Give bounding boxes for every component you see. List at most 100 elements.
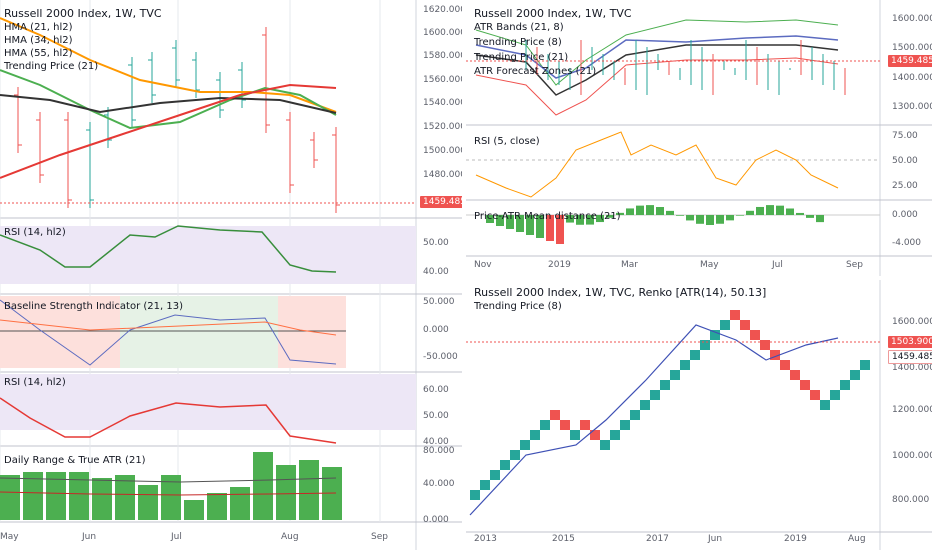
left-legend-hma34[interactable]: HMA (34, hl2) <box>4 35 73 46</box>
range-bar <box>138 485 158 520</box>
left-rsi1-ytick: 50.00 <box>423 238 449 248</box>
rb-ytick: 1400.000 <box>892 363 932 373</box>
left-last-price-tag: 1459.485 <box>420 196 462 208</box>
renko-brick <box>480 480 490 490</box>
range-bar <box>161 475 181 520</box>
rt-rsi-title[interactable]: RSI (5, close) <box>474 136 540 147</box>
left-baseline-ytick: 0.000 <box>423 325 449 335</box>
right-top-chart[interactable]: Russell 2000 Index, 1W, TVC ATR Bands (2… <box>466 0 932 276</box>
renko-brick <box>820 400 830 410</box>
atr-mean-bar <box>796 212 804 215</box>
left-xtick: Jun <box>82 532 97 542</box>
rt-legend-trending21[interactable]: Trending Price (21) <box>474 52 569 63</box>
range-bar <box>69 472 89 520</box>
rb-legend-trending8[interactable]: Trending Price (8) <box>474 301 562 312</box>
rt-ytick: 1600.000 <box>892 14 932 24</box>
left-rsi1-title[interactable]: RSI (14, hl2) <box>4 227 66 238</box>
rb-xtick: 2019 <box>784 534 807 544</box>
range-bar <box>299 460 319 520</box>
atr-mean-bar <box>556 215 564 244</box>
rb-ytick: 1600.000 <box>892 317 932 327</box>
left-ytick: 1620.000 <box>423 5 462 15</box>
left-ytick: 1520.000 <box>423 122 462 132</box>
atr-mean-bar <box>756 206 764 215</box>
rt-legend-forecast[interactable]: ATR Forecast Zones (21) <box>474 66 597 77</box>
left-xtick: Aug <box>281 532 299 542</box>
left-legend-hma55[interactable]: HMA (55, hl2) <box>4 48 73 59</box>
left-ytick: 1560.000 <box>423 75 462 85</box>
rb-ytick: 800.000 <box>892 495 930 505</box>
renko-brick <box>650 390 660 400</box>
left-chart-canvas[interactable] <box>0 0 462 550</box>
atr-mean-bar <box>676 215 684 216</box>
rb-ytick: 1000.000 <box>892 451 932 461</box>
rt-legend-trending8[interactable]: Trending Price (8) <box>474 37 562 48</box>
rt-atrmean-title[interactable]: Price-ATR Mean distance (21) <box>474 211 621 222</box>
left-ytick: 1500.000 <box>423 146 462 156</box>
renko-brick <box>680 360 690 370</box>
right-bottom-chart-canvas[interactable] <box>466 280 932 550</box>
range-avg-line <box>0 491 337 496</box>
atr-mean-bar <box>776 205 784 215</box>
renko-brick <box>660 380 670 390</box>
left-baseline-ytick: 50.000 <box>423 297 455 307</box>
right-bottom-chart[interactable]: Russell 2000 Index, 1W, TVC, Renko [ATR(… <box>466 280 932 550</box>
renko-brick <box>610 430 620 440</box>
rt-legend-atr-bands[interactable]: ATR Bands (21, 8) <box>474 22 564 33</box>
atr-mean-bar <box>486 215 494 223</box>
range-bar <box>184 500 204 520</box>
left-legend-hma21[interactable]: HMA (21, hl2) <box>4 22 73 33</box>
atr-mean-bar <box>736 215 744 216</box>
baseline-orange <box>0 319 337 336</box>
rt-xtick: Mar <box>621 260 638 270</box>
atr-mean-bar <box>706 215 714 225</box>
renko-brick <box>530 430 540 440</box>
left-range-ytick: 40.000 <box>423 479 455 489</box>
atr-mean-bar <box>766 205 774 215</box>
atr-mean-bar <box>576 215 584 225</box>
atr-mean-bar <box>506 215 514 229</box>
renko-brick <box>590 430 600 440</box>
rb-price-tag-last: 1459.485 <box>888 350 932 364</box>
renko-brick <box>860 360 870 370</box>
baseline-bg-green <box>120 296 278 368</box>
atr-mean-bar <box>666 210 674 215</box>
atr-mean-bar <box>536 215 544 238</box>
left-ytick: 1540.000 <box>423 98 462 108</box>
left-xtick: May <box>0 532 19 542</box>
renko-brick <box>690 350 700 360</box>
rt-xtick: May <box>700 260 719 270</box>
atr-lower-band <box>475 57 839 116</box>
renko-trending-line <box>469 324 839 516</box>
renko-brick <box>670 370 680 380</box>
rt-rsi-ytick: 50.00 <box>892 156 918 166</box>
renko-brick <box>550 410 560 420</box>
range-bar <box>276 465 296 520</box>
rt-atrmean-ytick: -4.000 <box>892 238 922 248</box>
atr-mean-bar <box>566 215 574 223</box>
rb-xtick: Aug <box>848 534 866 544</box>
renko-brick <box>600 440 610 450</box>
left-chart[interactable]: Russell 2000 Index, 1W, TVC HMA (21, hl2… <box>0 0 462 550</box>
renko-brick <box>830 390 840 400</box>
left-legend-trending[interactable]: Trending Price (21) <box>4 61 99 72</box>
rt-ytick: 1500.000 <box>892 43 932 53</box>
atr-mean-bar <box>596 215 604 223</box>
renko-brick <box>540 420 550 430</box>
atr-mean-bar <box>746 210 754 215</box>
right-top-chart-canvas[interactable] <box>466 0 932 276</box>
renko-brick <box>510 450 520 460</box>
left-range-ytick: 80.000 <box>423 446 455 456</box>
atr-mean-bar <box>516 215 524 232</box>
rsi2-band <box>0 374 416 430</box>
left-rsi2-title[interactable]: RSI (14, hl2) <box>4 377 66 388</box>
rt-atrmean-ytick: 0.000 <box>892 210 918 220</box>
renko-brick <box>710 330 720 340</box>
left-xtick: Jul <box>171 532 182 542</box>
rb-xtick: 2013 <box>474 534 497 544</box>
renko-brick <box>790 370 800 380</box>
left-range-title[interactable]: Daily Range & True ATR (21) <box>4 455 146 466</box>
left-baseline-title[interactable]: Baseline Strength Indicator (21, 13) <box>4 301 183 312</box>
renko-brick <box>630 410 640 420</box>
renko-brick <box>780 360 790 370</box>
